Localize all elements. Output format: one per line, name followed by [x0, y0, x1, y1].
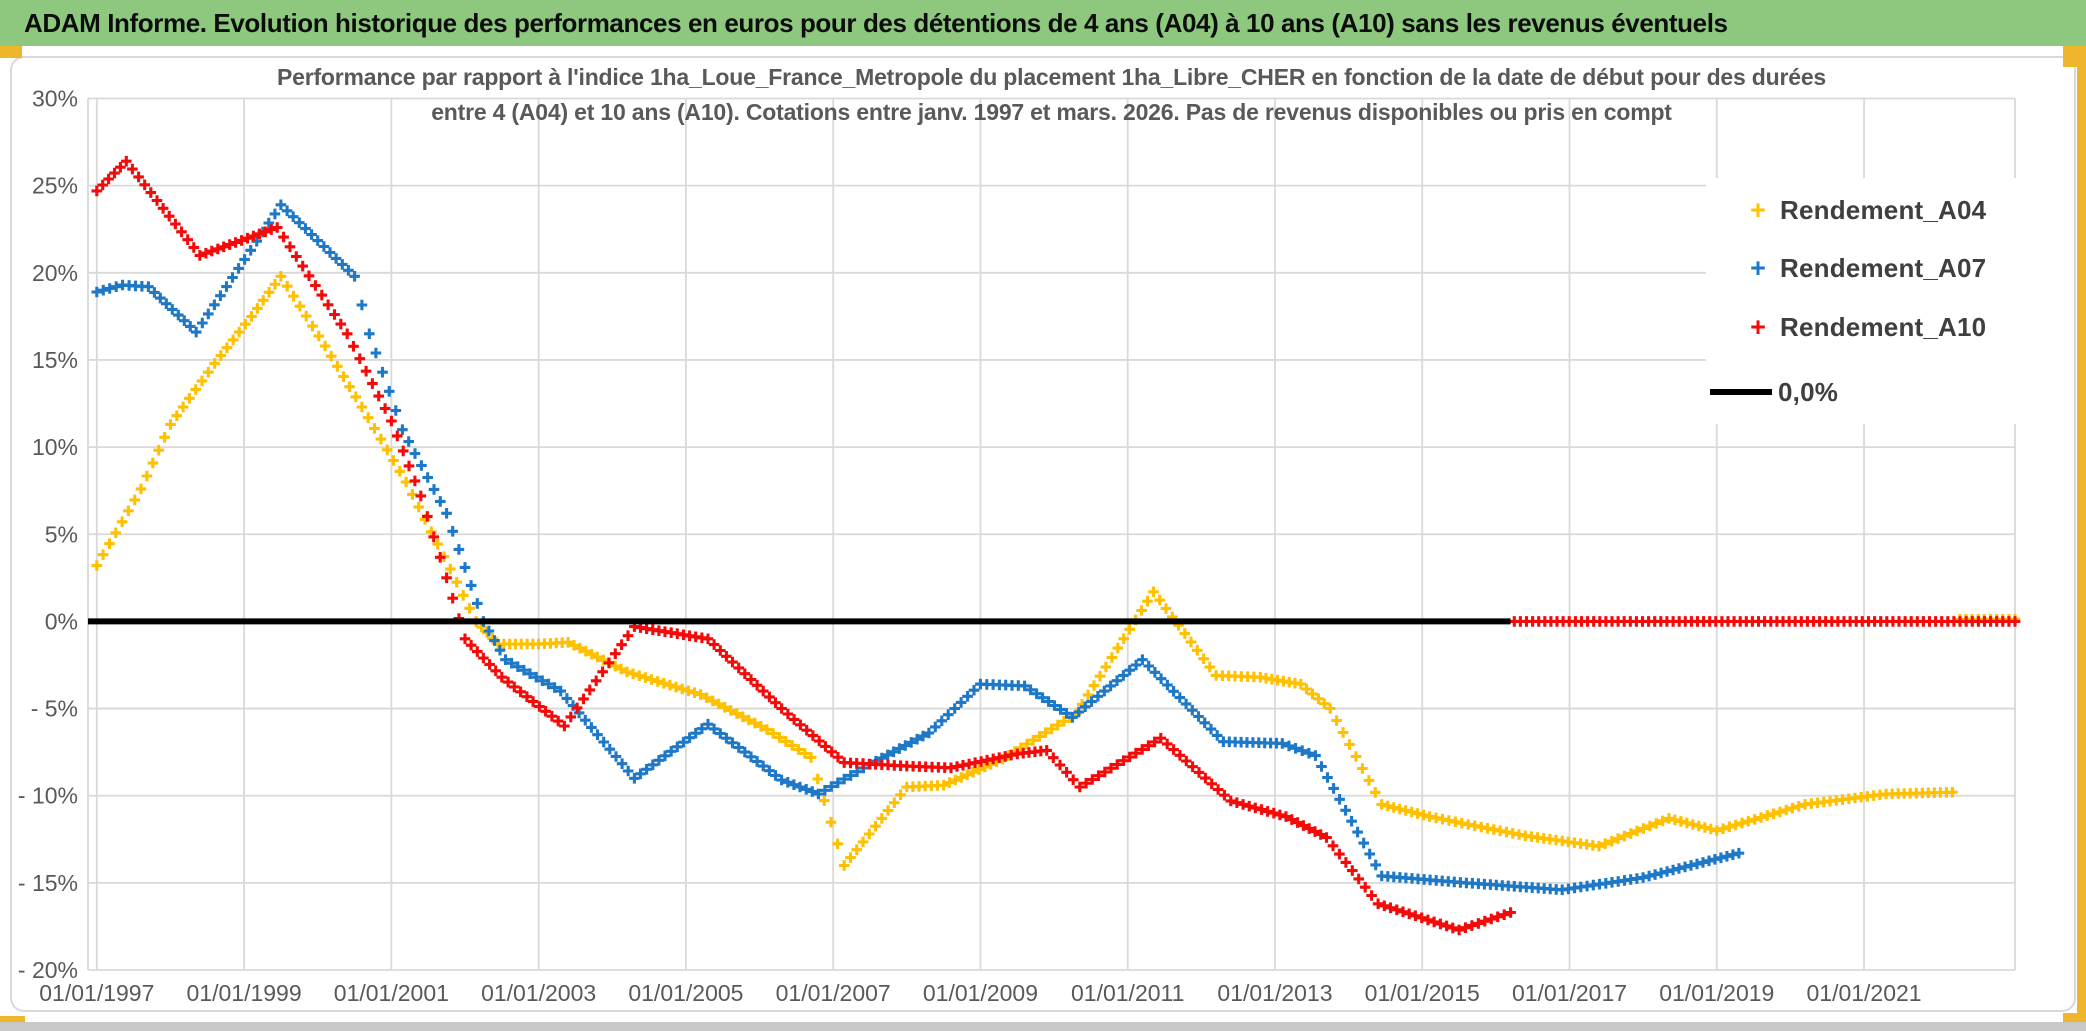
accent-block-top-left	[0, 46, 22, 58]
sheet-title-banner[interactable]: ADAM Informe. Evolution historique des p…	[0, 0, 2086, 46]
x-tick-label: 01/01/2009	[923, 980, 1038, 1006]
y-tick-label: 5%	[45, 521, 78, 547]
x-tick-label: 01/01/2019	[1659, 980, 1774, 1006]
bottom-strip	[0, 1022, 2086, 1031]
x-tick-label: 01/01/2011	[1071, 980, 1184, 1006]
sheet-title: ADAM Informe. Evolution historique des p…	[24, 7, 1728, 38]
gridlines	[87, 97, 2016, 971]
chart-legend[interactable]: + Rendement_A04 + Rendement_A07 + Rendem…	[1706, 178, 2074, 424]
legend-label: Rendement_A10	[1780, 311, 1987, 342]
accent-strip-right	[2077, 46, 2086, 1031]
y-tick-label: 25%	[32, 173, 78, 199]
y-tick-label: 10%	[32, 434, 78, 460]
y-tick-label: 30%	[32, 86, 78, 112]
x-axis-labels[interactable]: 01/01/1997 01/01/1999 01/01/2001 01/01/2003…	[39, 980, 1921, 1006]
legend-item-rendement-a10[interactable]: + Rendement_A10	[1706, 309, 1986, 345]
y-tick-label: - 20%	[18, 957, 78, 983]
y-tick-label: - 15%	[18, 870, 78, 896]
legend-plus-icon: +	[1750, 253, 1766, 283]
chart-title-line1: Performance par rapport à l'indice 1ha_L…	[276, 64, 1827, 90]
legend-item-rendement-a04[interactable]: + Rendement_A04	[1706, 192, 1986, 228]
x-tick-label: 01/01/2017	[1512, 980, 1627, 1006]
legend-plus-icon: +	[1750, 195, 1766, 225]
y-tick-label: 0%	[45, 608, 78, 634]
legend-label: Rendement_A04	[1780, 194, 1987, 225]
chart-title-line2: entre 4 (A04) et 10 ans (A10). Cotations…	[431, 99, 1672, 125]
legend-label: 0,0%	[1778, 376, 1839, 407]
x-tick-label: 01/01/2005	[628, 980, 743, 1006]
x-tick-label: 01/01/1999	[187, 980, 302, 1006]
legend-item-zero-line[interactable]: 0,0%	[1706, 374, 1838, 410]
series-rendement-a10[interactable]	[91, 155, 2021, 936]
chart-title: Performance par rapport à l'indice 1ha_L…	[88, 60, 2015, 130]
legend-item-rendement-a07[interactable]: + Rendement_A07	[1706, 250, 1986, 286]
x-tick-label: 01/01/2021	[1806, 980, 1921, 1006]
y-axis-labels[interactable]: 30% 25% 20% 15% 10% 5% 0% - 5% - 10% - 15% - 20%	[18, 86, 78, 984]
legend-line-icon	[1710, 389, 1772, 395]
y-tick-label: 20%	[32, 260, 78, 286]
x-tick-label: 01/01/2001	[334, 980, 449, 1006]
series-rendement-a07[interactable]	[91, 199, 1745, 896]
legend-plus-icon: +	[1750, 312, 1766, 342]
x-tick-label: 01/01/2007	[776, 980, 891, 1006]
y-tick-label: 15%	[32, 347, 78, 373]
y-tick-label: - 10%	[18, 783, 78, 809]
x-tick-label: 01/01/1997	[39, 980, 154, 1006]
legend-label: Rendement_A07	[1780, 252, 1987, 283]
y-tick-label: - 5%	[31, 696, 78, 722]
x-tick-label: 01/01/2003	[481, 980, 596, 1006]
x-tick-label: 01/01/2015	[1365, 980, 1480, 1006]
x-tick-label: 01/01/2013	[1217, 980, 1332, 1006]
